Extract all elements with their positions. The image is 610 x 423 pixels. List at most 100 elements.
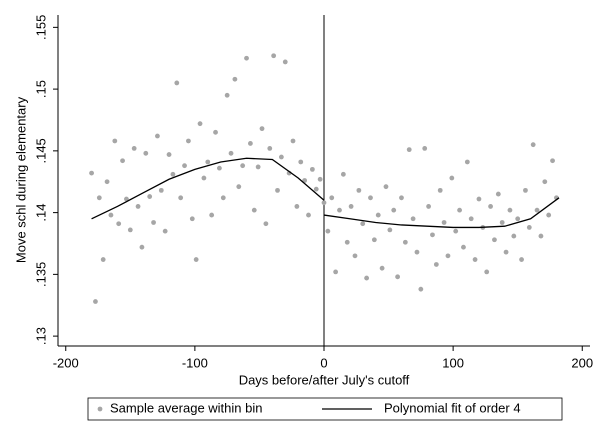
scatter-point bbox=[220, 195, 226, 201]
scatter-point bbox=[476, 196, 482, 202]
scatter-point bbox=[511, 233, 517, 239]
scatter-point bbox=[302, 178, 308, 183]
scatter-point bbox=[352, 253, 358, 259]
scatter-point bbox=[418, 286, 424, 292]
scatter-point bbox=[186, 138, 191, 144]
scatter-point bbox=[228, 150, 234, 156]
scatter-point bbox=[213, 129, 218, 135]
scatter-point bbox=[348, 204, 354, 209]
scatter-point bbox=[178, 195, 184, 201]
scatter-point bbox=[410, 216, 416, 222]
scatter-point bbox=[135, 204, 141, 209]
scatter-point bbox=[116, 221, 122, 227]
scatter-point bbox=[453, 228, 459, 234]
scatter-point bbox=[402, 239, 408, 245]
scatter-point bbox=[96, 195, 102, 201]
scatter-point bbox=[170, 171, 176, 177]
scatter-point bbox=[112, 138, 118, 144]
scatter-point bbox=[93, 299, 98, 304]
scatter-point bbox=[356, 187, 362, 193]
scatter-point bbox=[499, 220, 505, 225]
scatter-point bbox=[422, 145, 428, 151]
scatter-point bbox=[120, 158, 125, 164]
scatter-point bbox=[197, 121, 203, 127]
scatter-point bbox=[143, 150, 149, 156]
scatter-point bbox=[515, 216, 521, 222]
scatter-point bbox=[375, 212, 381, 218]
scatter-point bbox=[217, 165, 222, 171]
scatter-point bbox=[267, 145, 273, 151]
scatter-point bbox=[131, 145, 137, 151]
scatter-point bbox=[426, 204, 431, 209]
scatter-point bbox=[162, 228, 168, 234]
scatter-point bbox=[147, 194, 153, 199]
legend-label: Sample average within bin bbox=[110, 400, 262, 415]
scatter-point bbox=[275, 187, 280, 193]
scatter-point bbox=[158, 187, 164, 193]
scatter-point bbox=[259, 126, 265, 132]
y-tick-label: .145 bbox=[33, 138, 48, 163]
scatter-point bbox=[100, 257, 106, 262]
x-tick-label: -100 bbox=[182, 355, 208, 370]
scatter-point bbox=[309, 166, 315, 172]
x-tick-label: 100 bbox=[442, 355, 464, 370]
scatter-point bbox=[449, 175, 455, 181]
scatter-point bbox=[495, 191, 501, 197]
scatter-point bbox=[468, 216, 474, 222]
scatter-point bbox=[325, 228, 331, 234]
scatter-point bbox=[364, 275, 370, 281]
scatter-point bbox=[151, 220, 156, 225]
scatter-point bbox=[306, 212, 311, 218]
scatter-point bbox=[189, 216, 195, 222]
scatter-point bbox=[472, 257, 478, 262]
fit-line bbox=[91, 157, 560, 229]
scatter-point bbox=[240, 163, 246, 169]
y-tick-label: .14 bbox=[33, 204, 48, 222]
scatter-point bbox=[387, 227, 393, 233]
scatter-point bbox=[461, 244, 466, 250]
scatter-point bbox=[89, 170, 94, 176]
scatter-point bbox=[399, 195, 404, 201]
scatter-point bbox=[209, 212, 215, 218]
y-tick-label: .135 bbox=[33, 262, 48, 287]
scatter-point bbox=[139, 244, 145, 250]
scatter-point bbox=[406, 147, 412, 153]
scatter-point bbox=[224, 92, 230, 98]
scatter-point bbox=[317, 176, 323, 182]
scatter-point bbox=[414, 249, 420, 255]
scatter-point bbox=[193, 257, 199, 262]
scatter-point bbox=[433, 262, 439, 267]
scatter-point bbox=[368, 195, 373, 201]
scatter-point bbox=[201, 175, 207, 181]
scatter-point bbox=[391, 207, 397, 213]
x-tick-label: -200 bbox=[53, 355, 79, 370]
scatter-point bbox=[523, 187, 528, 193]
legend-label: Polynomial fit of order 4 bbox=[384, 400, 521, 415]
scatter-point bbox=[430, 232, 435, 238]
scatter-point bbox=[247, 141, 253, 146]
scatter-point bbox=[174, 80, 180, 86]
scatter-point bbox=[271, 53, 277, 59]
scatter-point bbox=[371, 237, 377, 243]
scatter-point bbox=[298, 159, 304, 165]
x-tick-label: 200 bbox=[571, 355, 593, 370]
scatter-point bbox=[255, 164, 261, 170]
scatter-point bbox=[313, 186, 319, 192]
scatter-point bbox=[124, 196, 129, 202]
scatter-point bbox=[441, 220, 447, 225]
scatter-point bbox=[278, 154, 284, 160]
scatter-point bbox=[340, 171, 346, 177]
scatter-point bbox=[166, 152, 172, 157]
scatter-point bbox=[503, 249, 509, 255]
scatter-point bbox=[519, 257, 524, 262]
scatter-point bbox=[542, 179, 548, 185]
scatter-point bbox=[526, 225, 532, 230]
scatter-point bbox=[236, 184, 242, 190]
y-tick-label: .155 bbox=[33, 15, 48, 40]
scatter-point bbox=[538, 233, 544, 239]
scatter-point bbox=[488, 204, 493, 209]
scatter-point bbox=[251, 207, 257, 213]
scatter-point bbox=[457, 207, 462, 213]
scatter-point bbox=[337, 207, 342, 213]
